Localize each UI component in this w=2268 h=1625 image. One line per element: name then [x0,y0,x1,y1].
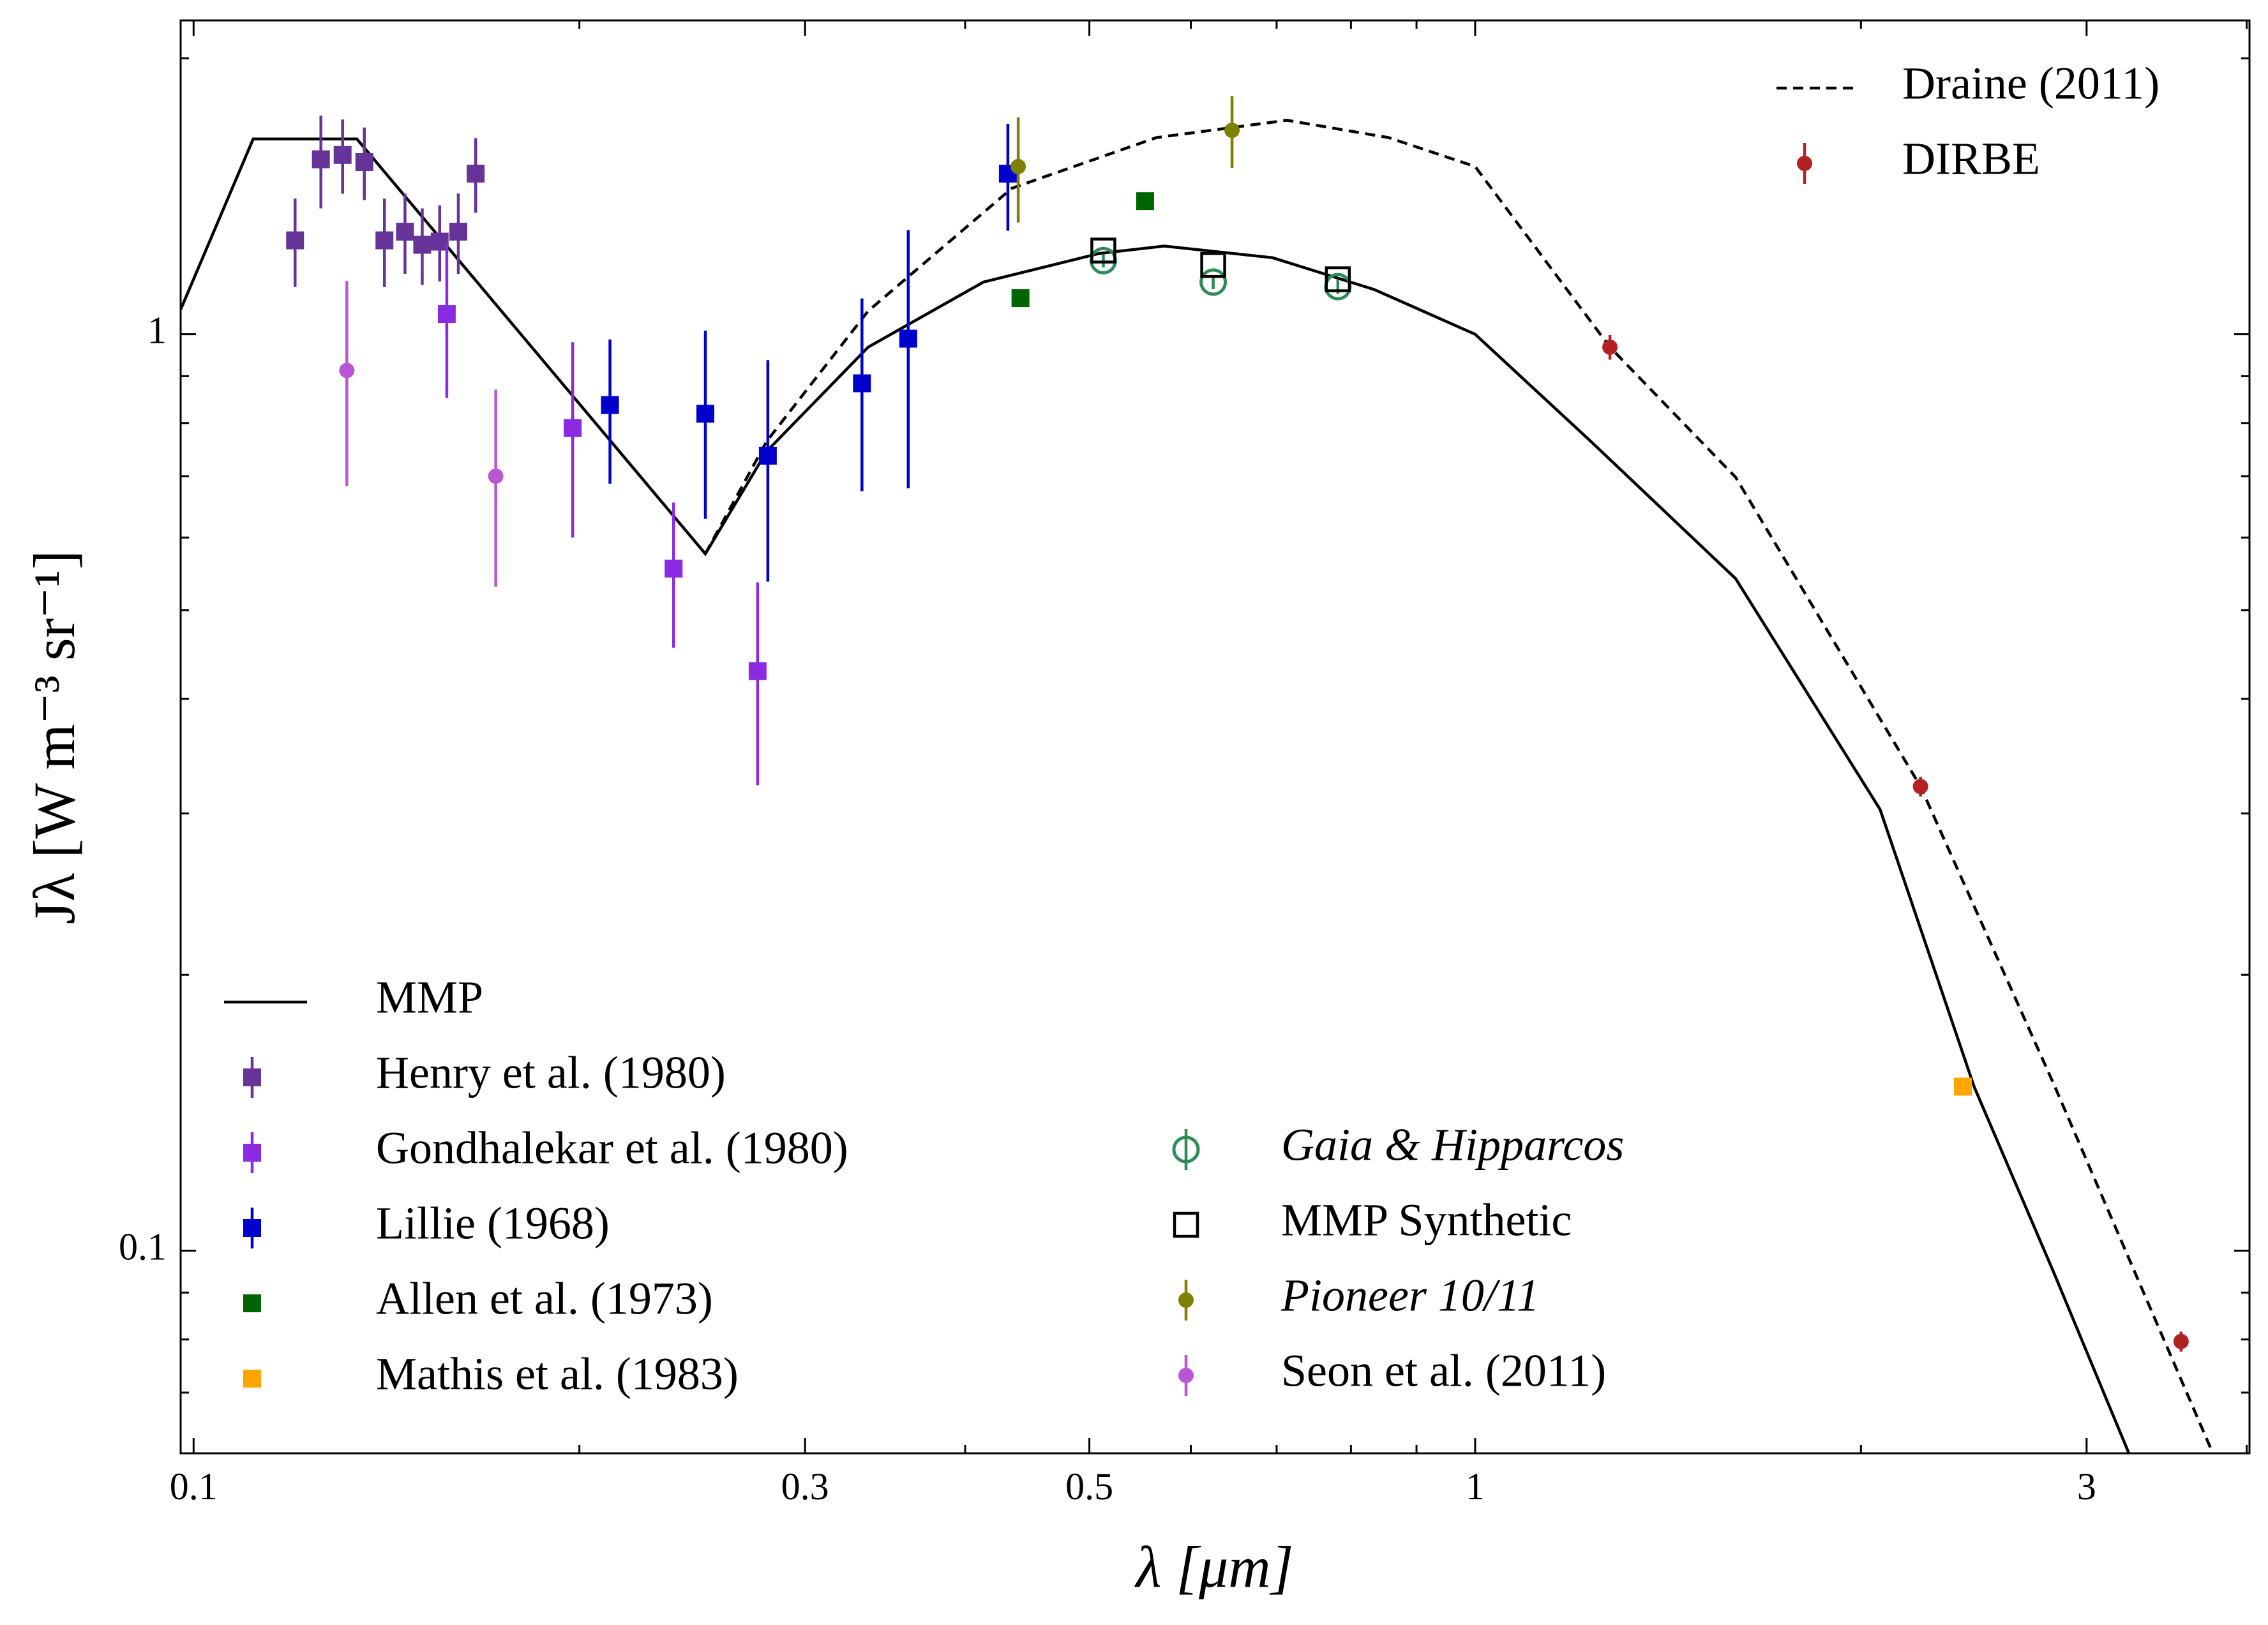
marker [1010,158,1026,174]
marker [1090,237,1116,264]
legend-swatch [243,1144,261,1162]
marker [2173,1333,2189,1349]
legend-item: MMP [224,972,483,1023]
legend-swatch [243,1294,261,1312]
marker [564,419,582,437]
marker [413,236,432,254]
marker [899,329,917,348]
marker [665,559,683,578]
plot-frame [179,19,2251,1455]
marker [748,662,767,680]
plot-area [181,96,2214,1453]
legend-item: Seon et al. (2011) [1178,1345,1606,1397]
marker [333,146,352,164]
legend-item: Lillie (1968) [243,1198,610,1249]
legend-label: Mathis et al. (1983) [376,1349,739,1400]
legend-item: MMP Synthetic [1173,1195,1572,1246]
legend-item: Allen et al. (1973) [243,1273,713,1324]
legend-swatch [1173,1211,1199,1238]
marker [1011,289,1030,308]
y-axis-label: Jλ [W m⁻³ sr⁻¹] [22,550,87,924]
x-axis-label: λ [μm] [1134,1534,1293,1599]
legend-label: Gondhalekar et al. (1980) [376,1123,848,1174]
line [181,137,2131,1453]
x-tick-label: 0.1 [170,1465,218,1508]
marker [758,446,777,465]
legend-item: DIRBE [1797,133,2040,184]
legend-label: Pioneer 10/11 [1280,1270,1540,1321]
marker [396,222,414,241]
marker [696,405,714,423]
marker [339,363,355,378]
legend-label: Henry et al. (1980) [376,1047,726,1098]
x-tick-label: 3 [2077,1465,2096,1508]
marker [1325,266,1351,292]
marker [375,231,394,250]
legend-swatch [243,1370,261,1388]
legend-label: Draine (2011) [1902,58,2159,109]
legend-item: Draine (2011) [1776,58,2159,109]
legend-label: MMP Synthetic [1281,1195,1572,1246]
legend-swatch [1172,1135,1200,1164]
legend-label: Gaia & Hipparcos [1281,1120,1624,1171]
legend-label: MMP [376,972,483,1023]
marker [853,374,871,393]
legend-item: Mathis et al. (1983) [243,1349,739,1400]
marker [355,153,373,172]
marker [437,305,456,324]
marker [449,222,467,241]
marker [1224,123,1240,139]
legend-swatch [243,1068,261,1086]
marker [1912,779,1928,795]
marker [286,231,304,250]
legend-label: DIRBE [1902,133,2040,184]
x-tick-label: 0.3 [781,1465,829,1508]
legend-label: Lillie (1968) [376,1198,610,1249]
marker [1602,339,1618,355]
marker [1953,1077,1972,1096]
legend-item: Gondhalekar et al. (1980) [243,1123,848,1174]
marker [1136,192,1154,211]
marker [488,468,504,484]
marker [601,396,619,414]
marker [1200,251,1226,278]
legend-swatch [1178,1292,1194,1308]
y-tick-label: 1 [147,309,167,351]
legend-swatch [1797,156,1812,171]
legend-label: Allen et al. (1973) [376,1273,713,1324]
marker [1199,268,1228,296]
marker [312,150,330,168]
legend-item: Henry et al. (1980) [243,1047,726,1098]
marker [467,165,485,183]
legend-item: Pioneer 10/11 [1178,1270,1540,1321]
x-tick-label: 1 [1466,1465,1485,1508]
x-tick-label: 0.5 [1065,1465,1113,1508]
line [704,119,2214,1453]
legend-swatch [1178,1368,1194,1383]
legend-swatch [243,1219,261,1237]
y-tick-label: 0.1 [119,1225,167,1268]
legend-item: Gaia & Hipparcos [1172,1120,1624,1171]
legend-label: Seon et al. (2011) [1281,1345,1606,1397]
